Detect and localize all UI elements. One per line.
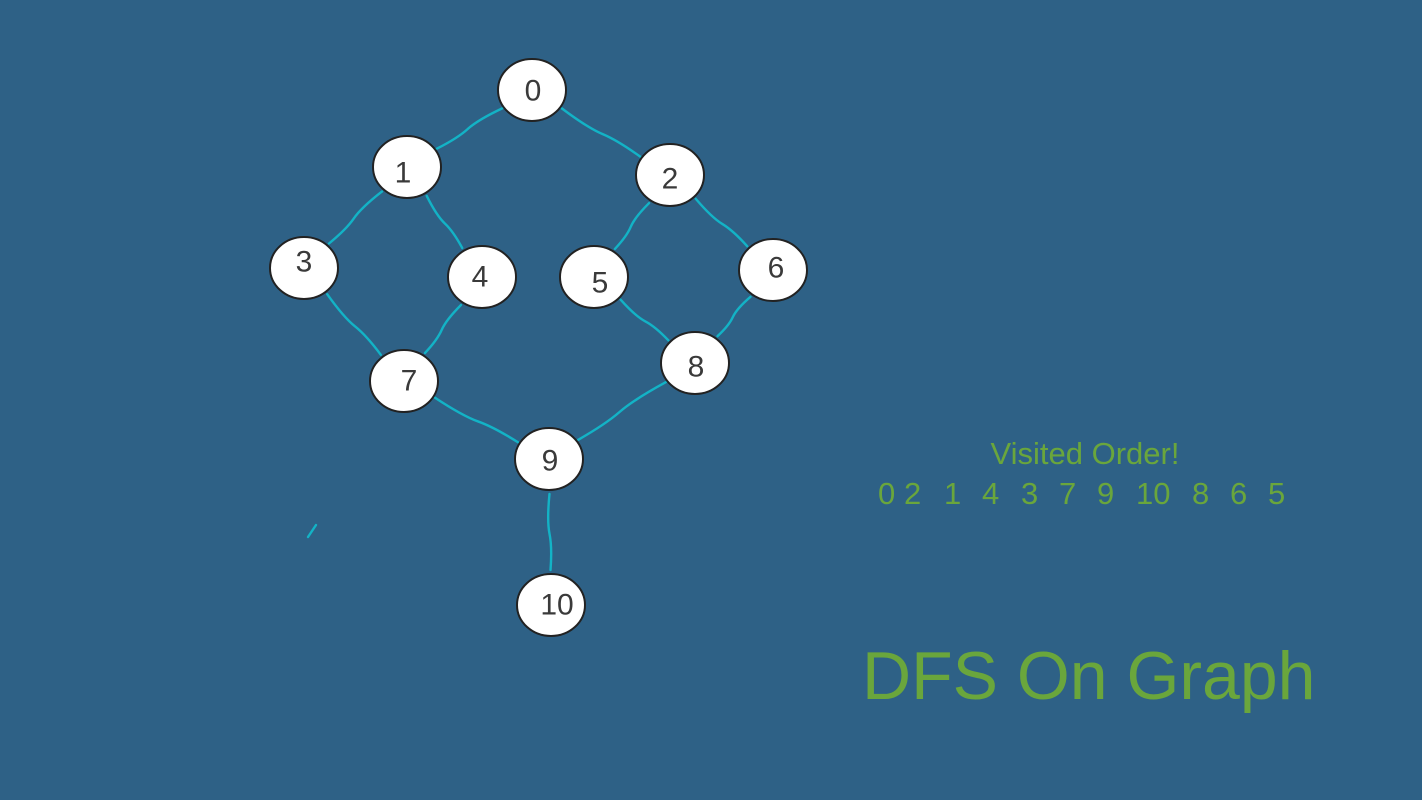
- node-label-0: 0: [525, 75, 542, 108]
- node-3: 3: [269, 236, 339, 300]
- node-1: 1: [372, 135, 442, 199]
- node-label-8: 8: [688, 351, 705, 384]
- node-label-3: 3: [296, 246, 313, 279]
- node-circle-8: [660, 331, 730, 395]
- edge-7-9: [433, 396, 520, 444]
- visited-order-item-6: 9: [1097, 476, 1115, 511]
- node-4: 4: [447, 245, 517, 309]
- node-2: 2: [635, 143, 705, 207]
- visited-order-item-3: 4: [982, 476, 1000, 511]
- node-circle-10: [516, 573, 586, 637]
- page-title: DFS On Graph: [862, 638, 1316, 714]
- visited-order-item-10: 5: [1268, 476, 1286, 511]
- edge-9-10: [546, 492, 553, 572]
- node-10: 10: [516, 573, 586, 637]
- node-label-7: 7: [401, 365, 418, 398]
- visited-order-item-8: 8: [1192, 476, 1210, 511]
- node-5: 5: [559, 245, 629, 309]
- edge-1-4: [425, 194, 464, 250]
- node-8: 8: [660, 331, 730, 395]
- visited-order-item-1: 2: [904, 476, 922, 511]
- edge-layer: [325, 107, 752, 572]
- edge-5-8: [619, 298, 670, 342]
- edge-8-9: [577, 381, 667, 441]
- node-7: 7: [369, 349, 439, 413]
- node-label-9: 9: [542, 445, 559, 478]
- edge-3-7: [325, 293, 383, 356]
- edge-1-3: [327, 190, 384, 245]
- node-label-5: 5: [592, 267, 609, 300]
- stray-pen-mark: [306, 523, 318, 539]
- visited-order-item-5: 7: [1059, 476, 1077, 511]
- node-9: 9: [514, 427, 584, 491]
- edge-0-1: [435, 107, 504, 150]
- visited-order-item-2: 1: [944, 476, 962, 511]
- visited-order-sequence: 0 2 1 4 3 7 9 10 8 6 5: [876, 476, 1296, 514]
- visited-order-item-9: 6: [1230, 476, 1248, 511]
- node-circle-9: [514, 427, 584, 491]
- edge-2-6: [694, 197, 749, 248]
- node-circle-5: [559, 245, 629, 309]
- node-circle-1: [372, 135, 442, 199]
- visited-order-item-7: 10: [1136, 476, 1171, 511]
- visited-order-item-0: 0: [878, 476, 896, 511]
- edge-0-2: [560, 107, 642, 158]
- visited-order-item-4: 3: [1021, 476, 1039, 511]
- node-circle-2: [635, 143, 705, 207]
- node-circle-3: [269, 236, 339, 300]
- node-circle-4: [447, 245, 517, 309]
- node-label-10: 10: [540, 589, 573, 622]
- node-label-6: 6: [768, 252, 785, 285]
- edge-6-8: [716, 295, 752, 338]
- node-label-1: 1: [395, 157, 412, 190]
- edge-2-5: [613, 201, 651, 251]
- visited-order-title: Visited Order!: [990, 436, 1180, 471]
- node-circle-6: [738, 238, 808, 302]
- node-circle-7: [369, 349, 439, 413]
- node-label-4: 4: [472, 261, 489, 294]
- node-6: 6: [738, 238, 808, 302]
- edge-4-7: [423, 303, 463, 355]
- node-0: 0: [497, 58, 567, 122]
- node-circle-0: [497, 58, 567, 122]
- node-label-2: 2: [662, 163, 679, 196]
- node-layer: 0 1 2 3 4 5 6 7 8 9 10: [269, 58, 808, 637]
